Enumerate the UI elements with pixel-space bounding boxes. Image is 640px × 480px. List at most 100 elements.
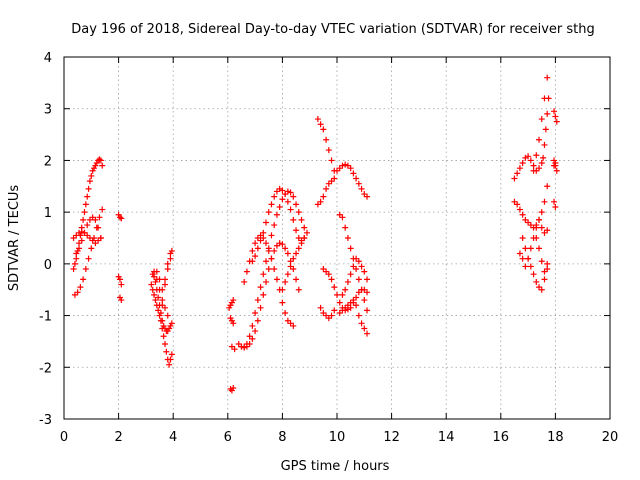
x-tick-label: 10	[329, 430, 346, 445]
data-point	[81, 229, 88, 236]
data-point	[168, 320, 175, 327]
data-point	[156, 286, 163, 293]
data-point	[290, 322, 297, 329]
y-tick-label: 1	[44, 206, 52, 221]
data-point	[533, 278, 540, 285]
data-point	[73, 255, 80, 262]
data-point	[536, 245, 543, 252]
data-point	[271, 266, 278, 273]
data-point	[364, 330, 371, 337]
data-point	[78, 237, 85, 244]
data-point	[342, 307, 349, 314]
data-point	[364, 193, 371, 200]
data-point	[153, 276, 160, 283]
data-point	[263, 278, 270, 285]
data-point	[118, 297, 125, 304]
data-point	[249, 322, 256, 329]
data-point	[287, 189, 294, 196]
grid-lines	[64, 57, 610, 419]
data-point	[162, 304, 169, 311]
data-point	[551, 198, 558, 205]
data-point	[257, 304, 264, 311]
data-point	[254, 297, 261, 304]
data-point	[320, 126, 327, 133]
data-point	[323, 136, 330, 143]
data-point	[541, 268, 548, 275]
data-point	[328, 276, 335, 283]
data-point	[552, 160, 559, 167]
data-point	[342, 224, 349, 231]
y-tick-label: -2	[39, 361, 52, 376]
data-point	[263, 219, 270, 226]
data-point	[160, 333, 167, 340]
data-point	[525, 255, 532, 262]
x-tick-label: 8	[278, 430, 286, 445]
data-point	[347, 245, 354, 252]
data-point	[257, 284, 264, 291]
y-tick-label: 4	[44, 51, 52, 66]
data-point	[303, 229, 310, 236]
data-point	[295, 286, 302, 293]
data-point	[284, 250, 291, 257]
data-point	[157, 309, 164, 316]
series-cluster-6.5-8.5h	[235, 185, 310, 351]
data-point	[301, 235, 308, 241]
data-point	[273, 276, 280, 283]
data-point	[358, 263, 365, 270]
data-point	[74, 289, 81, 296]
data-point	[516, 250, 523, 257]
data-point	[86, 178, 93, 185]
data-point	[544, 183, 551, 190]
data-point	[290, 193, 297, 200]
data-point	[295, 209, 302, 216]
data-point	[511, 175, 518, 182]
data-point	[273, 211, 280, 218]
data-point	[84, 222, 91, 229]
x-tick-label: 0	[60, 430, 68, 445]
data-point	[527, 263, 534, 270]
data-point	[81, 209, 88, 216]
data-point	[271, 247, 278, 254]
data-point	[339, 162, 346, 169]
data-point	[514, 170, 521, 177]
data-point	[519, 235, 526, 241]
data-point	[85, 255, 92, 262]
data-point	[246, 333, 253, 340]
x-axis-label: GPS time / hours	[281, 459, 390, 474]
data-point	[230, 320, 237, 327]
data-point	[353, 266, 360, 273]
data-point	[358, 286, 365, 293]
data-point	[78, 228, 85, 235]
data-point	[282, 191, 289, 198]
data-point	[279, 286, 286, 293]
data-point	[525, 153, 532, 160]
data-point	[263, 240, 270, 247]
x-tick-label: 12	[383, 430, 400, 445]
data-point	[538, 286, 545, 293]
data-point	[290, 216, 297, 223]
data-point	[82, 266, 89, 273]
x-tick-label: 14	[438, 430, 455, 445]
data-point	[88, 245, 95, 252]
data-point	[88, 172, 95, 179]
data-point	[516, 206, 523, 213]
data-point	[162, 281, 169, 288]
data-point	[514, 201, 521, 208]
data-point	[282, 309, 289, 316]
data-point	[96, 156, 103, 163]
data-point	[355, 180, 362, 187]
data-point	[295, 245, 302, 252]
data-point	[290, 255, 297, 262]
data-point	[92, 216, 99, 223]
data-point	[254, 245, 261, 252]
data-point	[331, 284, 338, 291]
data-point	[164, 260, 171, 267]
data-point	[355, 258, 362, 265]
data-point	[317, 121, 324, 128]
data-point	[538, 116, 545, 123]
data-point	[541, 141, 548, 148]
data-point	[519, 211, 526, 218]
data-point	[342, 161, 349, 168]
data-point	[293, 227, 300, 234]
